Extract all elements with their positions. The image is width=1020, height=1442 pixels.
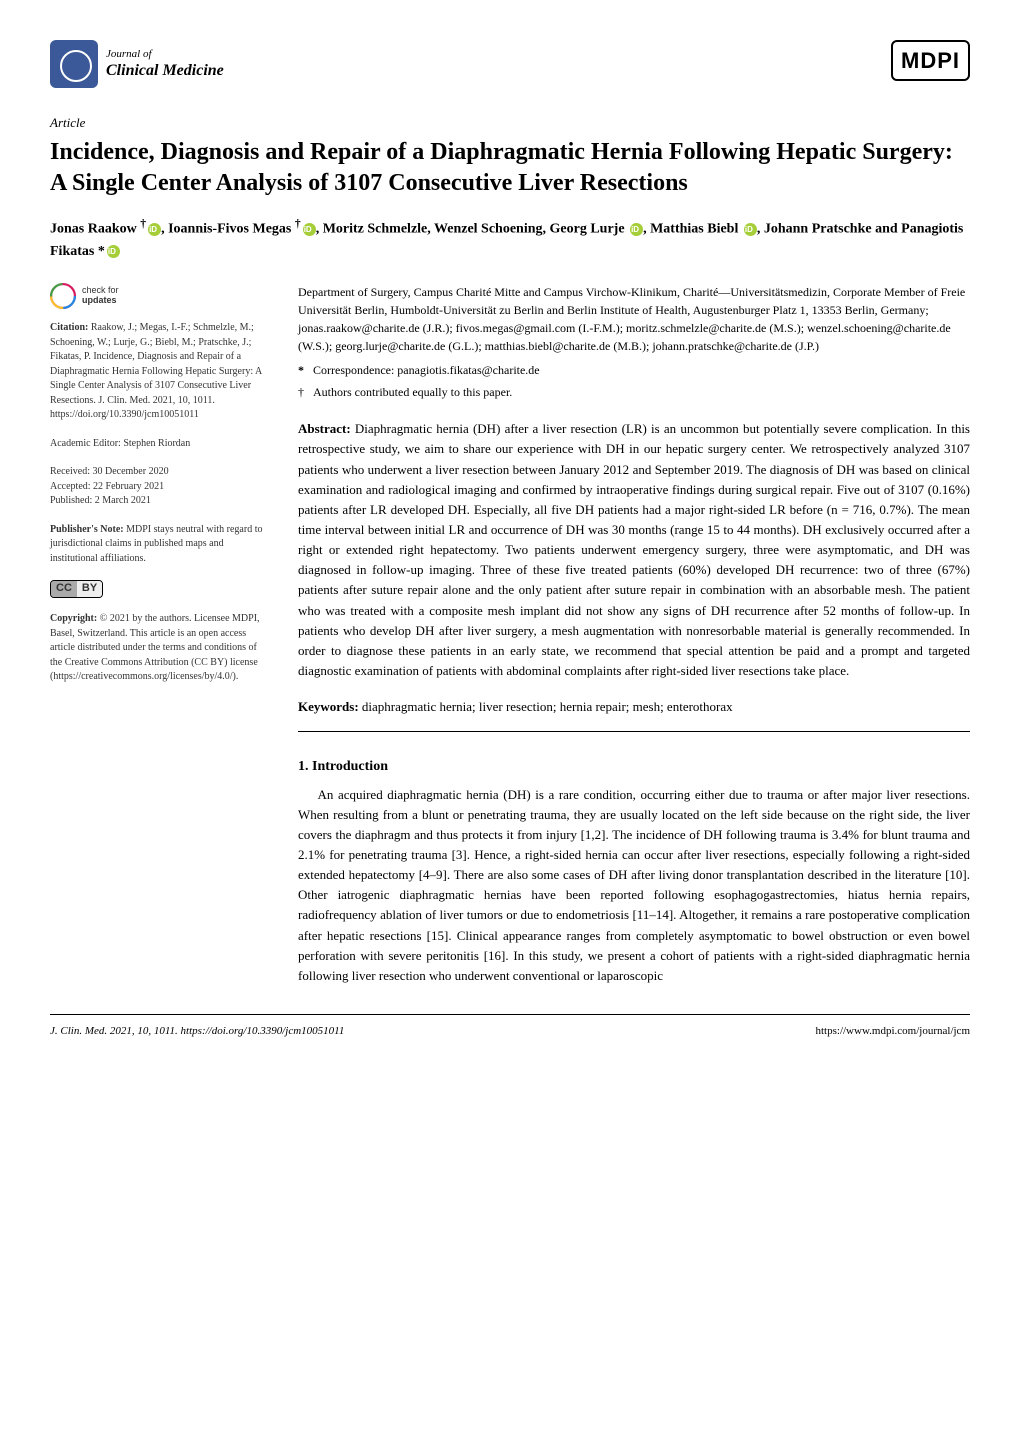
section-1-body: An acquired diaphragmatic hernia (DH) is… bbox=[298, 785, 970, 986]
dates-block: Received: 30 December 2020 Accepted: 22 … bbox=[50, 465, 270, 509]
updates-label: updates bbox=[82, 296, 119, 306]
cc-icon: CC bbox=[51, 581, 77, 597]
contribution-mark: † bbox=[298, 385, 304, 399]
contribution-line: † Authors contributed equally to this pa… bbox=[298, 383, 970, 401]
published-label: Published: bbox=[50, 495, 95, 506]
header: Journal of Clinical Medicine MDPI bbox=[50, 40, 970, 88]
journal-logo-block: Journal of Clinical Medicine bbox=[50, 40, 224, 88]
academic-editor-name: Stephen Riordan bbox=[123, 438, 190, 449]
check-for-updates-badge[interactable]: check for updates bbox=[50, 283, 270, 309]
abstract-text: Diaphragmatic hernia (DH) after a liver … bbox=[298, 421, 970, 678]
citation-text: Raakow, J.; Megas, I.-F.; Schmelzle, M.;… bbox=[50, 322, 262, 420]
accepted-date: 22 February 2021 bbox=[93, 481, 164, 492]
article-title: Incidence, Diagnosis and Repair of a Dia… bbox=[50, 137, 970, 199]
footer: J. Clin. Med. 2021, 10, 1011. https://do… bbox=[50, 1014, 970, 1040]
received-label: Received: bbox=[50, 466, 92, 477]
correspondence-text: Correspondence: panagiotis.fikatas@chari… bbox=[313, 363, 540, 377]
abstract-label: Abstract: bbox=[298, 421, 351, 436]
journal-of-text: Journal of bbox=[106, 48, 224, 61]
keywords-text: diaphragmatic hernia; liver resection; h… bbox=[359, 699, 733, 714]
abstract-block: Abstract: Diaphragmatic hernia (DH) afte… bbox=[298, 419, 970, 681]
academic-editor-block: Academic Editor: Stephen Riordan bbox=[50, 437, 270, 452]
keywords-block: Keywords: diaphragmatic hernia; liver re… bbox=[298, 697, 970, 732]
academic-editor-label: Academic Editor: bbox=[50, 438, 123, 449]
journal-title-block: Journal of Clinical Medicine bbox=[106, 48, 224, 80]
journal-name-text: Clinical Medicine bbox=[106, 61, 224, 80]
affiliation-block: Department of Surgery, Campus Charité Mi… bbox=[298, 283, 970, 355]
cc-license-badge[interactable]: CC BY bbox=[50, 580, 270, 598]
publishers-note-block: Publisher's Note: MDPI stays neutral wit… bbox=[50, 523, 270, 567]
citation-label: Citation: bbox=[50, 322, 88, 333]
check-updates-icon bbox=[50, 283, 76, 309]
stethoscope-icon bbox=[50, 40, 98, 88]
accepted-label: Accepted: bbox=[50, 481, 93, 492]
footer-right[interactable]: https://www.mdpi.com/journal/jcm bbox=[816, 1023, 971, 1040]
contribution-text: Authors contributed equally to this pape… bbox=[313, 385, 512, 399]
mdpi-logo: MDPI bbox=[891, 40, 970, 81]
sidebar: check for updates Citation: Raakow, J.; … bbox=[50, 283, 270, 986]
by-icon: BY bbox=[77, 581, 102, 597]
copyright-block: Copyright: © 2021 by the authors. Licens… bbox=[50, 612, 270, 685]
published-date: 2 March 2021 bbox=[95, 495, 151, 506]
keywords-label: Keywords: bbox=[298, 699, 359, 714]
citation-block: Citation: Raakow, J.; Megas, I.-F.; Schm… bbox=[50, 321, 270, 423]
copyright-label: Copyright: bbox=[50, 613, 97, 624]
main-column: Department of Surgery, Campus Charité Mi… bbox=[298, 283, 970, 986]
correspondence-line: * Correspondence: panagiotis.fikatas@cha… bbox=[298, 361, 970, 379]
authors-list: Jonas Raakow †, Ioannis-Fivos Megas †, M… bbox=[50, 215, 970, 263]
footer-left: J. Clin. Med. 2021, 10, 1011. https://do… bbox=[50, 1023, 344, 1040]
correspondence-mark: * bbox=[298, 363, 304, 377]
footer-left-text: J. Clin. Med. 2021, 10, 1011. https://do… bbox=[50, 1025, 344, 1037]
check-updates-text: check for updates bbox=[82, 286, 119, 306]
section-1-heading: 1. Introduction bbox=[298, 756, 970, 777]
article-type: Article bbox=[50, 113, 970, 133]
received-date: 30 December 2020 bbox=[92, 466, 168, 477]
publishers-note-label: Publisher's Note: bbox=[50, 524, 124, 535]
